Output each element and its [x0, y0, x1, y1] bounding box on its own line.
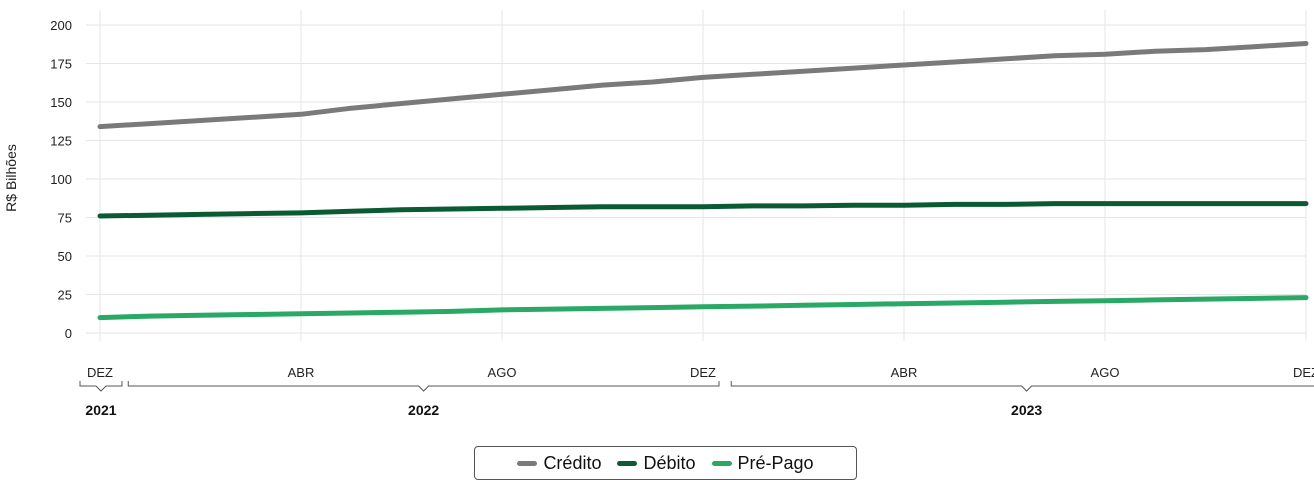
series-lines: [97, 41, 1309, 321]
x-axis: DEZ ABR AGO DEZ ABR AGO DEZ 2021 2022 2023: [79, 365, 1314, 418]
x-tick-label: DEZ: [690, 365, 716, 380]
legend-swatch-pre-pago: [711, 460, 732, 466]
series-line-debito: [97, 201, 1309, 219]
line-chart: 0 25 50 75 100 125 150 175 200 R$ Bilhões DEZ ABR…: [3, 10, 1314, 418]
year-label: 2022: [408, 402, 439, 418]
y-tick-label: 200: [50, 18, 72, 33]
year-label: 2023: [1011, 402, 1042, 418]
series-line-credito: [97, 41, 1309, 130]
chart-grid: [86, 10, 1307, 341]
legend-swatch-credito: [517, 460, 538, 466]
x-tick-label: AGO: [488, 365, 517, 380]
x-tick-label: DEZ: [87, 365, 113, 380]
y-axis-ticks: 0 25 50 75 100 125 150 175 200: [50, 18, 72, 341]
legend-item-pre-pago: Pré-Pago: [711, 452, 814, 474]
x-tick-label: ABR: [288, 365, 315, 380]
year-bracket: [79, 381, 123, 392]
y-tick-label: 100: [50, 172, 72, 187]
series-line-pre-pago: [97, 295, 1309, 321]
y-tick-label: 0: [65, 326, 72, 341]
y-tick-label: 150: [50, 95, 72, 110]
x-tick-label: AGO: [1091, 365, 1120, 380]
x-tick-label: ABR: [891, 365, 918, 380]
year-label: 2021: [85, 402, 116, 418]
y-axis-label: R$ Bilhões: [3, 144, 19, 212]
y-tick-label: 175: [50, 57, 72, 72]
y-tick-label: 50: [58, 249, 72, 264]
legend-label-credito: Crédito: [543, 452, 602, 473]
legend-label-pre-pago: Pré-Pago: [737, 452, 814, 473]
y-tick-label: 75: [58, 211, 72, 226]
year-bracket: [127, 381, 720, 392]
legend-item-debito: Débito: [617, 452, 696, 474]
legend: Crédito Débito Pré-Pago: [474, 446, 857, 480]
x-tick-label: DEZ: [1293, 365, 1314, 380]
y-tick-label: 25: [58, 288, 72, 303]
legend-swatch-debito: [617, 460, 638, 466]
year-bracket: [730, 381, 1314, 392]
legend-item-credito: Crédito: [517, 453, 601, 474]
y-tick-label: 125: [50, 134, 72, 149]
legend-label-debito: Débito: [643, 452, 696, 473]
